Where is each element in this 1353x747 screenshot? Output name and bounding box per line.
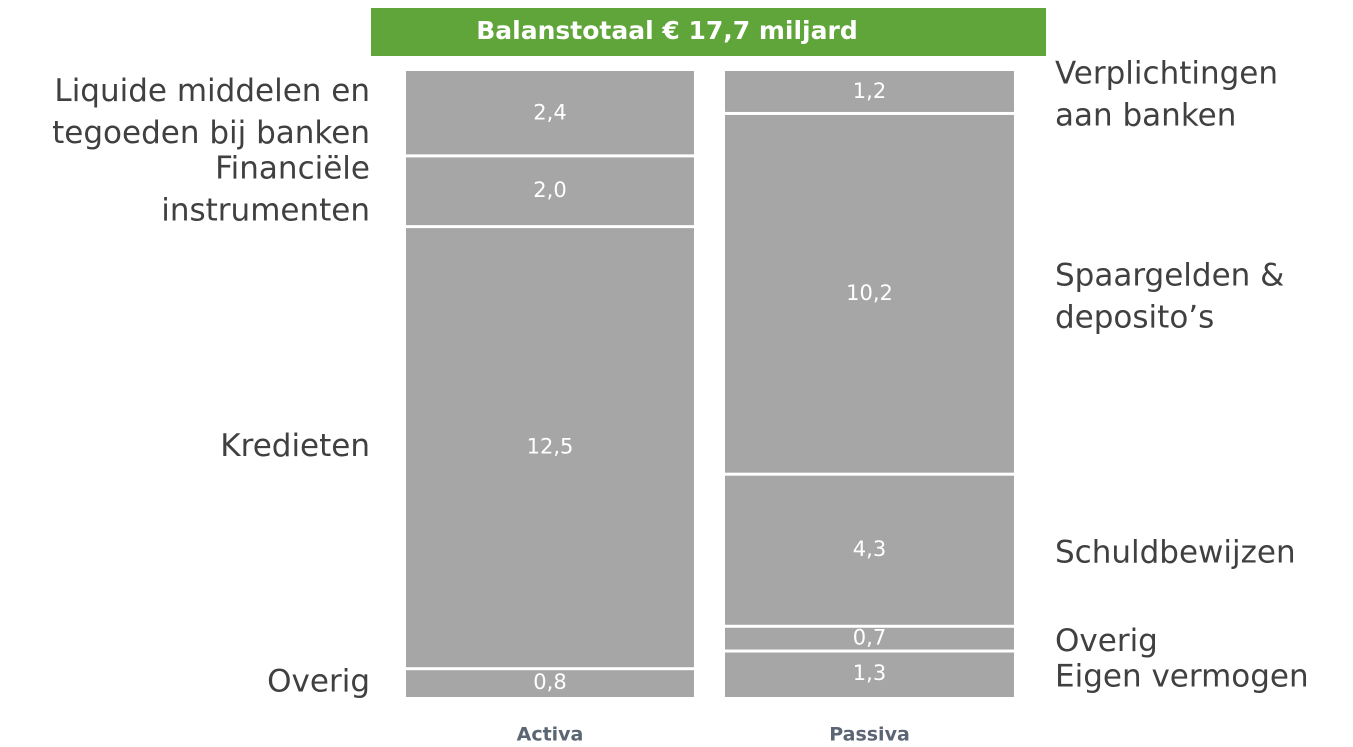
bar-segment bbox=[725, 627, 1014, 650]
bar-segment bbox=[406, 670, 694, 697]
chart-title: Balanstotaal € 17,7 miljard bbox=[476, 16, 857, 45]
category-label: Passiva bbox=[829, 724, 910, 746]
segment-label: Overig bbox=[267, 663, 370, 699]
bar-segment bbox=[725, 71, 1014, 112]
segment-label: Spaargelden & bbox=[1055, 257, 1284, 293]
segment-label: instrumenten bbox=[161, 193, 370, 229]
segment-label: Liquide middelen en bbox=[54, 73, 370, 109]
value-label: 4,3 bbox=[853, 537, 886, 561]
value-label: 0,8 bbox=[533, 670, 566, 694]
segment-label: Eigen vermogen bbox=[1055, 659, 1309, 695]
segment-label: aan banken bbox=[1055, 98, 1236, 134]
segment-label: Verplichtingen bbox=[1055, 56, 1278, 92]
segment-label: Financiële bbox=[215, 151, 370, 187]
bar-segment bbox=[406, 157, 694, 226]
value-label: 1,3 bbox=[853, 661, 886, 685]
segment-label: deposito’s bbox=[1055, 299, 1214, 335]
value-label: 2,0 bbox=[533, 178, 566, 202]
value-label: 10,2 bbox=[846, 281, 893, 305]
value-label: 2,4 bbox=[533, 100, 566, 124]
bar-segment bbox=[725, 652, 1014, 697]
category-label: Activa bbox=[517, 724, 584, 746]
bar-segment bbox=[406, 228, 694, 668]
value-label: 12,5 bbox=[527, 435, 574, 459]
bar-segment bbox=[406, 71, 694, 155]
value-label: 0,7 bbox=[853, 626, 886, 650]
bar-segment bbox=[725, 475, 1014, 625]
bar-segment bbox=[725, 114, 1014, 473]
title-bar bbox=[371, 8, 1046, 56]
value-label: 1,2 bbox=[853, 79, 886, 103]
segment-label: Schuldbewijzen bbox=[1055, 535, 1296, 571]
segment-label: Kredieten bbox=[220, 428, 370, 464]
segment-label: Overig bbox=[1055, 623, 1158, 659]
segment-label: tegoeden bij banken bbox=[52, 115, 370, 151]
